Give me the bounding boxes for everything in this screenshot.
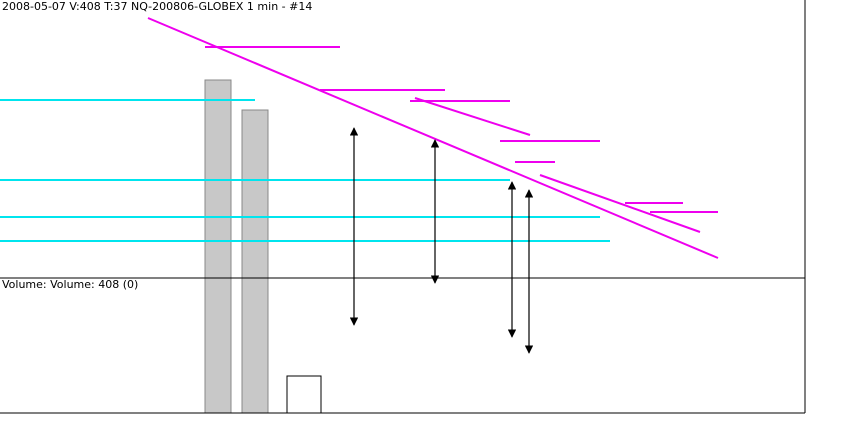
highlight-bar (204, 79, 232, 414)
title-background (0, 0, 395, 14)
trend-annotations (147, 17, 719, 354)
annotations (0, 79, 610, 414)
volume-title: Volume: Volume: 408 (0) (2, 278, 138, 291)
trend-line (539, 174, 701, 233)
highlight-bar (241, 109, 269, 414)
trend-lines (147, 17, 719, 259)
trend-line (147, 17, 719, 259)
arrows (349, 127, 534, 354)
trend-line (414, 97, 531, 136)
chart-title: 2008-05-07 V:408 T:37 NQ-200806-GLOBEX 1… (2, 0, 312, 13)
